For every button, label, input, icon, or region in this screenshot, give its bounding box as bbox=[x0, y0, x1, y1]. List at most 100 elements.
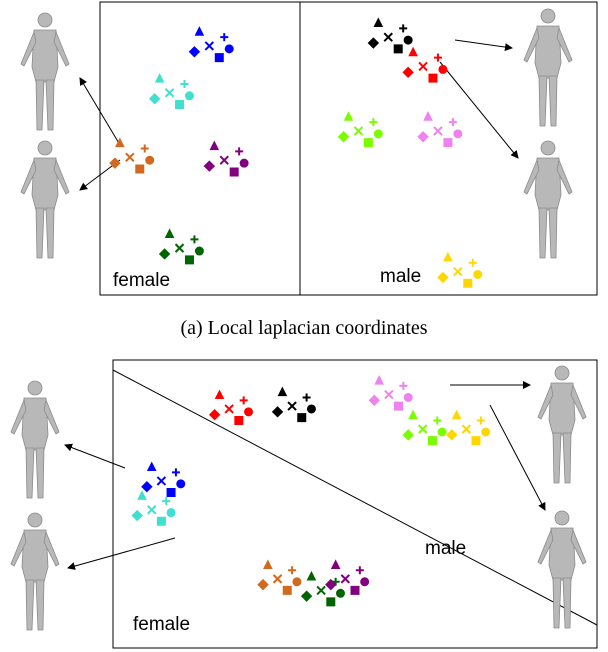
annotation: male bbox=[425, 538, 466, 559]
point bbox=[364, 139, 372, 147]
point bbox=[409, 411, 417, 419]
body-mesh bbox=[524, 9, 572, 126]
point bbox=[399, 24, 407, 32]
point bbox=[395, 402, 403, 410]
point bbox=[345, 112, 353, 120]
point bbox=[225, 45, 233, 53]
point bbox=[172, 468, 180, 476]
point bbox=[384, 33, 392, 41]
point bbox=[157, 517, 165, 525]
point bbox=[245, 408, 253, 416]
point bbox=[368, 38, 378, 48]
point bbox=[210, 410, 220, 420]
point bbox=[185, 92, 193, 100]
point bbox=[180, 80, 188, 88]
point bbox=[278, 388, 286, 396]
point bbox=[176, 244, 184, 252]
arrow bbox=[490, 405, 545, 510]
point bbox=[341, 575, 349, 583]
point bbox=[303, 393, 311, 401]
point bbox=[225, 405, 233, 413]
point bbox=[195, 247, 203, 255]
point bbox=[156, 74, 164, 82]
point bbox=[419, 425, 427, 433]
point bbox=[189, 47, 199, 57]
point bbox=[138, 491, 146, 499]
point bbox=[258, 580, 268, 590]
point bbox=[283, 586, 291, 594]
point bbox=[433, 416, 441, 424]
point bbox=[477, 416, 485, 424]
point bbox=[351, 586, 359, 594]
point bbox=[447, 430, 457, 440]
point bbox=[394, 45, 402, 53]
point bbox=[235, 416, 243, 424]
point bbox=[403, 430, 413, 440]
annotation: female bbox=[113, 270, 170, 291]
point bbox=[369, 118, 377, 126]
point bbox=[472, 437, 480, 445]
point bbox=[307, 572, 315, 580]
point bbox=[132, 511, 142, 521]
point bbox=[453, 411, 461, 419]
point bbox=[146, 156, 154, 164]
point bbox=[327, 598, 335, 606]
point bbox=[369, 395, 379, 405]
point bbox=[404, 393, 412, 401]
point bbox=[434, 127, 442, 135]
point bbox=[148, 506, 156, 514]
plot-frame bbox=[113, 360, 597, 648]
body-mesh bbox=[538, 511, 586, 628]
figure: female male (a) Local laplacian coordina… bbox=[0, 0, 608, 652]
point bbox=[176, 101, 184, 109]
point bbox=[167, 509, 175, 517]
caption: (a) Local laplacian coordinates bbox=[180, 317, 427, 339]
point bbox=[403, 67, 413, 77]
point bbox=[474, 270, 482, 278]
point bbox=[142, 482, 152, 492]
point bbox=[464, 279, 472, 287]
panel-a: female male (a) Local laplacian coordina… bbox=[21, 2, 597, 339]
point bbox=[240, 396, 248, 404]
point bbox=[167, 488, 175, 496]
point bbox=[273, 407, 283, 417]
arrow bbox=[455, 40, 512, 48]
point bbox=[190, 235, 198, 243]
body-mesh bbox=[11, 381, 59, 498]
point bbox=[439, 65, 447, 73]
point bbox=[374, 130, 382, 138]
annotation: male bbox=[380, 266, 421, 287]
point bbox=[195, 27, 203, 35]
point bbox=[375, 376, 383, 384]
point bbox=[307, 405, 315, 413]
arrow bbox=[68, 538, 175, 568]
point bbox=[264, 560, 272, 568]
point bbox=[317, 586, 325, 594]
point bbox=[230, 168, 238, 176]
point bbox=[454, 268, 462, 276]
point bbox=[482, 428, 490, 436]
body-mesh bbox=[538, 366, 586, 483]
point bbox=[374, 19, 382, 27]
point bbox=[166, 229, 174, 237]
point bbox=[339, 132, 349, 142]
point bbox=[332, 560, 340, 568]
body-mesh bbox=[21, 13, 69, 130]
point bbox=[150, 94, 160, 104]
point bbox=[356, 566, 364, 574]
point bbox=[157, 477, 165, 485]
point bbox=[449, 118, 457, 126]
point bbox=[288, 566, 296, 574]
point bbox=[220, 156, 228, 164]
point bbox=[240, 159, 248, 167]
point bbox=[428, 437, 436, 445]
point bbox=[438, 272, 448, 282]
point bbox=[454, 130, 462, 138]
point bbox=[274, 575, 282, 583]
point bbox=[148, 463, 156, 471]
point bbox=[424, 112, 432, 120]
point bbox=[126, 153, 134, 161]
point bbox=[215, 54, 223, 62]
point bbox=[385, 391, 393, 399]
point bbox=[205, 42, 213, 50]
